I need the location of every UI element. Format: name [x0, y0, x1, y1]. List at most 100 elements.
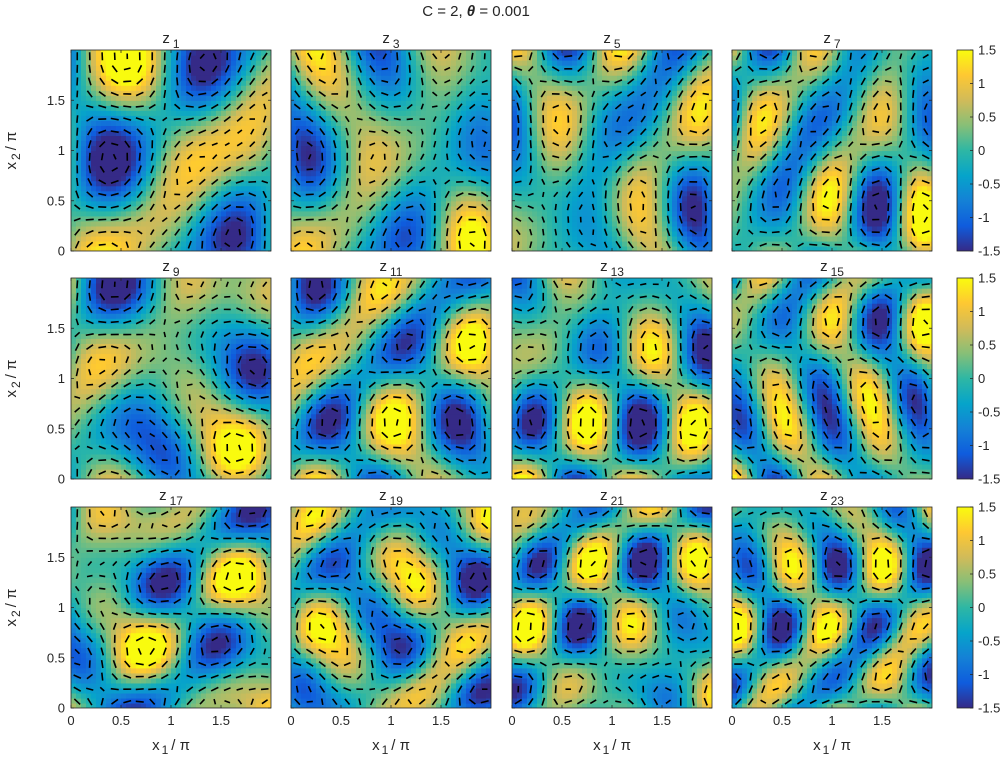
- heatmap-cell: [236, 225, 242, 232]
- heatmap-cell: [146, 190, 152, 197]
- heatmap-cell: [186, 170, 192, 177]
- heatmap-cell: [331, 155, 337, 162]
- heatmap-cell: [301, 135, 307, 142]
- heatmap-cell: [191, 105, 197, 111]
- heatmap-cell: [607, 245, 613, 251]
- heatmap-cell: [376, 200, 382, 207]
- heatmap-cell: [86, 120, 92, 126]
- heatmap-cell: [451, 235, 457, 242]
- heatmap-cell: [572, 145, 578, 152]
- heatmap-cell: [456, 60, 462, 66]
- heatmap-cell: [512, 140, 518, 147]
- heatmap-cell: [577, 80, 583, 86]
- figure-title-symbol: θ: [467, 3, 476, 20]
- heatmap-cell: [441, 180, 447, 187]
- heatmap-cell: [176, 195, 182, 202]
- heatmap-cell: [76, 100, 82, 106]
- heatmap-cell: [612, 140, 618, 147]
- heatmap-cell: [366, 160, 372, 167]
- quiver-arrow: [249, 52, 255, 61]
- heatmap-cell: [582, 90, 588, 96]
- heatmap-cell: [436, 180, 442, 187]
- heatmap-cell: [301, 165, 307, 172]
- heatmap-cell: [597, 180, 603, 187]
- heatmap-cell: [416, 75, 422, 81]
- heatmap-cell: [486, 140, 491, 147]
- heatmap-cell: [231, 225, 237, 232]
- heatmap-cell: [161, 210, 167, 217]
- heatmap-cell: [71, 185, 77, 192]
- heatmap-cell: [236, 245, 242, 251]
- heatmap-cell: [326, 65, 332, 71]
- heatmap-cell: [637, 215, 643, 222]
- heatmap-cell: [572, 195, 578, 202]
- heatmap-cell: [577, 170, 583, 177]
- heatmap-cell: [236, 100, 242, 106]
- heatmap-cell: [121, 85, 127, 91]
- heatmap-cell: [542, 110, 548, 116]
- heatmap-cell: [146, 195, 152, 202]
- quiver-arrow: [261, 166, 269, 172]
- heatmap-cell: [456, 65, 462, 71]
- heatmap-cell: [321, 65, 327, 71]
- heatmap-cell: [361, 230, 367, 237]
- heatmap-cell: [647, 60, 653, 66]
- heatmap-cell: [612, 100, 618, 106]
- heatmap-cell: [416, 245, 422, 251]
- heatmap-cell: [141, 200, 147, 207]
- heatmap-cell: [256, 225, 262, 232]
- heatmap-cell: [131, 90, 137, 96]
- heatmap-cell: [577, 185, 583, 192]
- heatmap-cell: [81, 140, 87, 147]
- heatmap-cell: [567, 170, 573, 177]
- heatmap-cell: [647, 130, 653, 137]
- heatmap-cell: [446, 115, 452, 121]
- quiver-arrow: [223, 179, 232, 185]
- heatmap-cell: [101, 55, 107, 61]
- heatmap-cell: [461, 140, 467, 147]
- heatmap-cell: [517, 245, 523, 251]
- heatmap-cell: [206, 225, 212, 232]
- heatmap-cell: [101, 160, 107, 167]
- quiver-arrow: [420, 141, 424, 148]
- heatmap-cell: [401, 80, 407, 86]
- heatmap-cell: [331, 230, 337, 237]
- heatmap-cell: [532, 155, 538, 162]
- heatmap-cell: [91, 140, 97, 147]
- heatmap-cell: [316, 210, 322, 217]
- heatmap-cell: [476, 195, 482, 202]
- heatmap-cell: [176, 160, 182, 167]
- heatmap-cell: [111, 75, 117, 81]
- heatmap-cell: [331, 215, 337, 222]
- heatmap-cell: [111, 225, 117, 232]
- heatmap-cell: [657, 65, 663, 71]
- heatmap-cell: [376, 95, 382, 101]
- heatmap-cell: [532, 90, 538, 96]
- heatmap-cell: [76, 220, 82, 227]
- heatmap-cell: [96, 150, 102, 157]
- heatmap-cell: [386, 125, 392, 131]
- quiver-arrow: [188, 52, 192, 61]
- heatmap-cell: [426, 65, 432, 71]
- heatmap-cell: [71, 150, 77, 157]
- heatmap-cell: [156, 125, 162, 131]
- heatmap-cell: [657, 165, 663, 172]
- heatmap-cell: [91, 215, 97, 222]
- heatmap-cell: [201, 230, 207, 237]
- heatmap-cell: [652, 245, 658, 251]
- heatmap-cell: [416, 165, 422, 172]
- heatmap-cell: [196, 125, 202, 131]
- heatmap-cell: [306, 215, 312, 222]
- heatmap-cell: [597, 105, 603, 111]
- heatmap-cell: [351, 125, 357, 131]
- heatmap-cell: [141, 210, 147, 217]
- heatmap-cell: [256, 60, 262, 66]
- quiver-arrow: [137, 64, 143, 73]
- heatmap-cell: [361, 200, 367, 207]
- heatmap-cell: [512, 205, 518, 212]
- heatmap-cell: [241, 205, 247, 212]
- heatmap-cell: [96, 155, 102, 162]
- heatmap-cell: [71, 210, 77, 217]
- heatmap-cell: [637, 160, 643, 167]
- heatmap-cell: [617, 240, 623, 247]
